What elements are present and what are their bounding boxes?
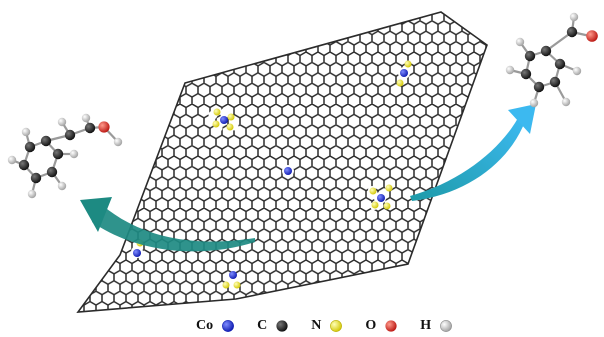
graphene-sheet [76, 11, 488, 313]
co-n4-site-upper-left [208, 108, 239, 133]
legend-label-n: N [311, 318, 322, 333]
legend-item-n: N [311, 318, 343, 334]
benzyl-alcohol-molecule [7, 113, 123, 199]
c-atom-icon [276, 320, 288, 332]
n-atom-icon [330, 320, 343, 332]
co-n-site-bottom [222, 271, 241, 289]
legend-item-co: Co [196, 318, 235, 334]
co-single-site-center [282, 165, 294, 177]
reaction-arrow-left [80, 197, 255, 252]
benzaldehyde-molecule [505, 12, 598, 108]
co-n4-site-right [368, 183, 393, 210]
legend-label-co: Co [196, 318, 214, 333]
legend-label-h: H [420, 318, 432, 333]
legend-item-c: C [257, 318, 289, 334]
legend-item-h: H [420, 318, 453, 334]
h-atom-icon [440, 320, 453, 332]
legend-label-o: O [365, 318, 377, 333]
co-n-site-top-right [396, 60, 412, 87]
legend-label-c: C [257, 318, 268, 333]
o-atom-icon [385, 320, 397, 332]
reaction-arrow-right [410, 104, 536, 201]
legend-item-o: O [365, 318, 398, 334]
atom-legend: Co C N O H [196, 316, 453, 336]
co-atom-icon [222, 320, 235, 332]
